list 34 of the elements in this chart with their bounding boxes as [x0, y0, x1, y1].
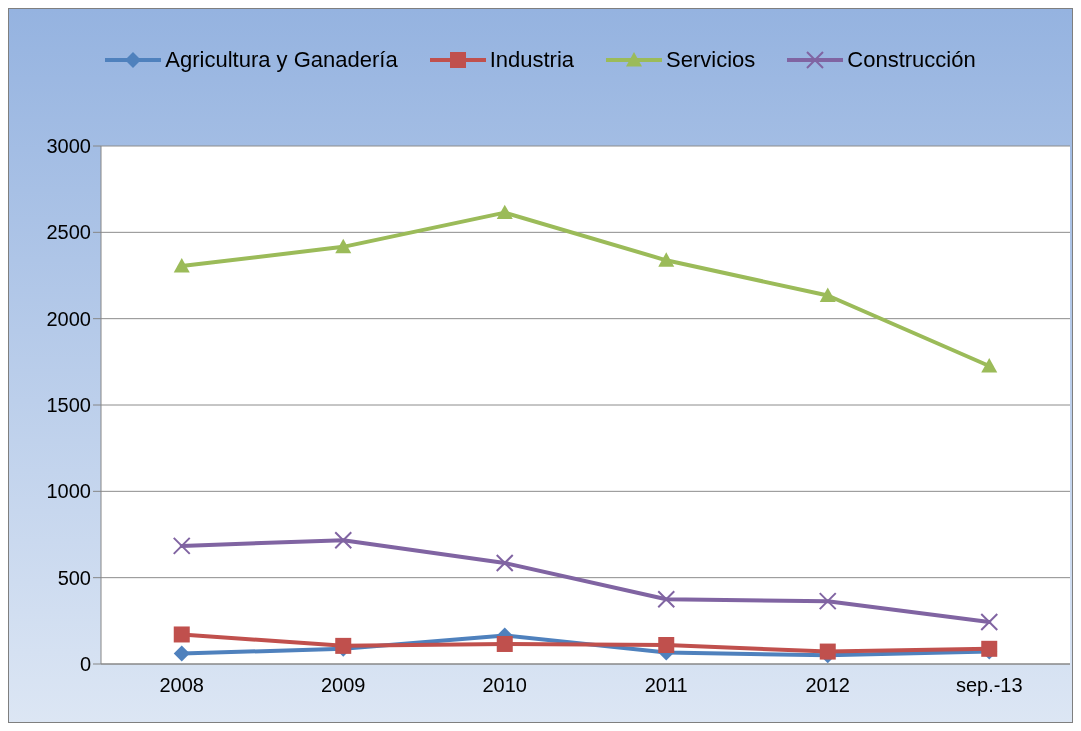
- x-tick-label: 2012: [805, 674, 850, 697]
- point: [819, 287, 836, 302]
- y-tick-label: 2500: [46, 221, 91, 244]
- legend-label: Construcción: [847, 47, 976, 73]
- legend-label: Agricultura y Ganadería: [165, 47, 398, 73]
- point: [173, 626, 190, 643]
- point: [173, 258, 190, 273]
- point: [818, 592, 837, 611]
- point: [658, 637, 675, 654]
- x-tick-label: 2009: [321, 674, 366, 697]
- legend-label: Servicios: [666, 47, 756, 73]
- point: [173, 645, 190, 662]
- point: [495, 553, 514, 572]
- point: [657, 590, 676, 609]
- point: [819, 643, 836, 660]
- point: [496, 635, 513, 652]
- x-tick-label: 2008: [159, 674, 204, 697]
- y-tick-label: 500: [57, 566, 91, 589]
- point: [496, 204, 513, 220]
- y-tick-label: 0: [79, 653, 91, 676]
- y-tick-label: 2000: [46, 307, 91, 330]
- point: [334, 531, 353, 550]
- x-tick-label: 2011: [644, 674, 688, 697]
- y-tick-label: 1000: [46, 480, 91, 503]
- x-tick-label: 2010: [482, 674, 527, 697]
- point: [335, 238, 352, 254]
- x-tick-label: sep.-13: [955, 674, 1023, 697]
- point: [172, 536, 191, 555]
- y-tick-label: 1500: [46, 394, 91, 417]
- legend-label: Industria: [489, 47, 575, 73]
- point: [980, 613, 999, 632]
- y-tick-label: 3000: [46, 135, 91, 158]
- point: [981, 357, 998, 373]
- point: [658, 252, 675, 267]
